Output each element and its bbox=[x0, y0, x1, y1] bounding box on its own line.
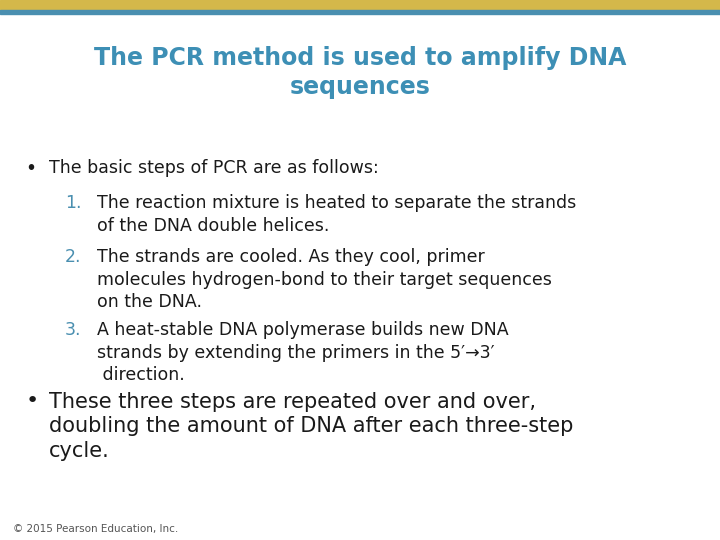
Text: 2.: 2. bbox=[65, 248, 81, 266]
Text: © 2015 Pearson Education, Inc.: © 2015 Pearson Education, Inc. bbox=[13, 523, 179, 534]
Text: The PCR method is used to amplify DNA
sequences: The PCR method is used to amplify DNA se… bbox=[94, 46, 626, 99]
Text: 3.: 3. bbox=[65, 321, 81, 339]
Text: A heat-stable DNA polymerase builds new DNA
strands by extending the primers in : A heat-stable DNA polymerase builds new … bbox=[97, 321, 509, 384]
Text: The reaction mixture is heated to separate the strands
of the DNA double helices: The reaction mixture is heated to separa… bbox=[97, 194, 577, 234]
Text: The basic steps of PCR are as follows:: The basic steps of PCR are as follows: bbox=[49, 159, 379, 177]
Text: •: • bbox=[25, 159, 36, 178]
Text: The strands are cooled. As they cool, primer
molecules hydrogen-bond to their ta: The strands are cooled. As they cool, pr… bbox=[97, 248, 552, 311]
Bar bbox=[0, 0, 720, 10]
Text: These three steps are repeated over and over,
doubling the amount of DNA after e: These three steps are repeated over and … bbox=[49, 392, 573, 461]
Text: •: • bbox=[25, 392, 38, 411]
Text: 1.: 1. bbox=[65, 194, 81, 212]
Bar bbox=[0, 10, 720, 14]
